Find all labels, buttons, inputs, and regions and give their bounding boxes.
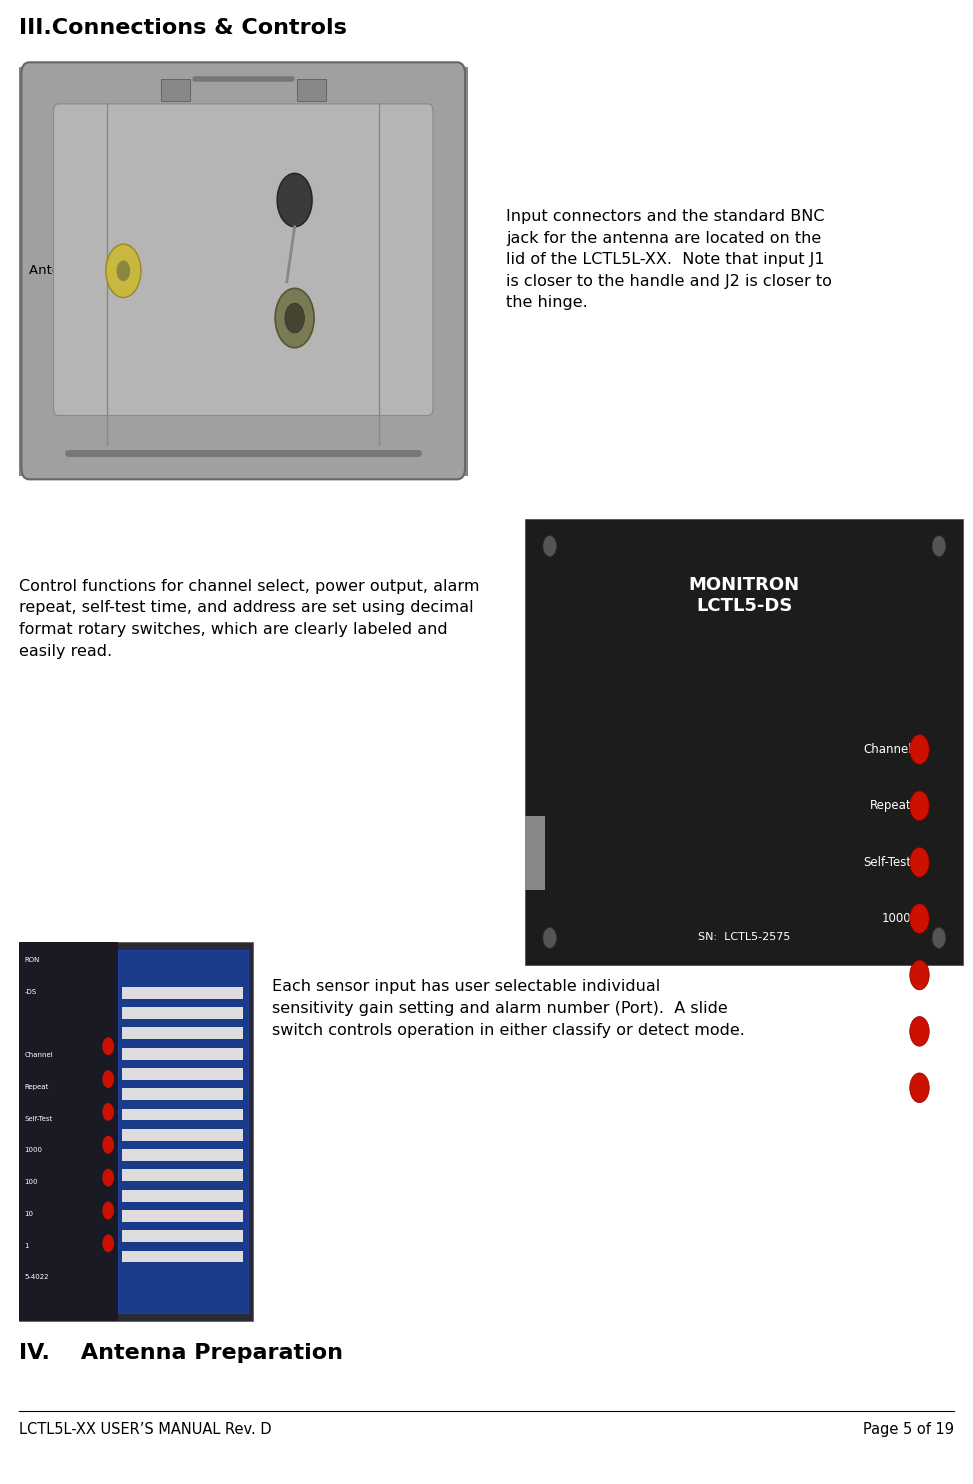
- Circle shape: [543, 928, 557, 948]
- Circle shape: [910, 735, 929, 764]
- Text: LCTL5L-XX USER’S MANUAL Rev. D: LCTL5L-XX USER’S MANUAL Rev. D: [19, 1422, 272, 1437]
- Circle shape: [275, 288, 314, 347]
- Bar: [19, 67, 467, 475]
- Bar: [525, 816, 545, 890]
- Bar: [123, 1169, 243, 1181]
- Text: Repeat: Repeat: [870, 800, 912, 812]
- Circle shape: [910, 904, 929, 933]
- Circle shape: [102, 1135, 114, 1153]
- Text: Channel: Channel: [863, 743, 912, 755]
- Bar: [123, 1008, 243, 1020]
- Text: RON: RON: [24, 957, 40, 963]
- Text: Address: Address: [584, 979, 631, 993]
- Bar: [297, 79, 326, 101]
- Text: Channel: Channel: [24, 1052, 54, 1058]
- FancyBboxPatch shape: [21, 62, 465, 479]
- Circle shape: [102, 1103, 114, 1120]
- Bar: [19, 942, 118, 1321]
- Bar: [118, 950, 248, 1313]
- Circle shape: [910, 1073, 929, 1103]
- Circle shape: [910, 960, 929, 990]
- Bar: [161, 79, 190, 101]
- Bar: [525, 519, 963, 965]
- Text: 5-4022: 5-4022: [24, 1275, 49, 1281]
- Text: 100: 100: [889, 969, 912, 981]
- Text: 10: 10: [897, 1025, 912, 1037]
- Bar: [123, 1149, 243, 1160]
- Text: 1000: 1000: [24, 1147, 42, 1153]
- Text: Each sensor input has user selectable individual
sensitivity gain setting and al: Each sensor input has user selectable in…: [272, 979, 745, 1037]
- Text: -DS: -DS: [24, 988, 36, 994]
- Bar: [123, 1209, 243, 1221]
- Circle shape: [543, 536, 557, 556]
- Bar: [19, 942, 253, 1321]
- Circle shape: [117, 261, 130, 280]
- Bar: [123, 1251, 243, 1263]
- Bar: [123, 1109, 243, 1120]
- Circle shape: [910, 791, 929, 821]
- Circle shape: [910, 847, 929, 877]
- Text: --- J2: --- J2: [319, 193, 350, 206]
- Text: IV.    Antenna Preparation: IV. Antenna Preparation: [19, 1343, 343, 1362]
- Circle shape: [102, 1202, 114, 1220]
- Bar: [123, 1048, 243, 1060]
- Bar: [123, 1129, 243, 1141]
- Circle shape: [102, 1169, 114, 1187]
- Circle shape: [910, 1017, 929, 1046]
- Text: 10: 10: [24, 1211, 33, 1217]
- Text: SN:  LCTL5-2575: SN: LCTL5-2575: [699, 932, 790, 942]
- Text: Page 5 of 19: Page 5 of 19: [862, 1422, 954, 1437]
- Bar: [123, 1190, 243, 1202]
- Bar: [123, 1230, 243, 1242]
- Text: --- J1: --- J1: [319, 312, 350, 325]
- Circle shape: [102, 1037, 114, 1055]
- Text: Self-Test: Self-Test: [24, 1116, 53, 1122]
- Bar: [123, 987, 243, 999]
- Text: 100: 100: [24, 1180, 38, 1186]
- Text: Control functions for channel select, power output, alarm
repeat, self-test time: Control functions for channel select, po…: [19, 579, 480, 659]
- Text: Antenna ---: Antenna ---: [29, 264, 104, 278]
- Circle shape: [102, 1235, 114, 1252]
- Bar: [123, 1088, 243, 1100]
- Circle shape: [932, 928, 946, 948]
- Bar: [123, 1068, 243, 1080]
- Circle shape: [932, 536, 946, 556]
- Circle shape: [106, 243, 141, 297]
- Bar: [123, 1027, 243, 1039]
- Text: Self-Test: Self-Test: [864, 856, 912, 868]
- Circle shape: [277, 174, 312, 227]
- FancyBboxPatch shape: [54, 104, 433, 416]
- Text: Repeat: Repeat: [24, 1083, 49, 1089]
- Circle shape: [102, 1070, 114, 1088]
- Text: III.Connections & Controls: III.Connections & Controls: [19, 18, 347, 37]
- Text: Input connectors and the standard BNC
jack for the antenna are located on the
li: Input connectors and the standard BNC ja…: [506, 209, 832, 310]
- Text: MONITRON
LCTL5-DS: MONITRON LCTL5-DS: [689, 576, 800, 614]
- Text: 1000: 1000: [883, 913, 912, 925]
- Circle shape: [285, 303, 305, 332]
- Text: 1: 1: [24, 1242, 29, 1248]
- Text: 1: 1: [904, 1082, 912, 1094]
